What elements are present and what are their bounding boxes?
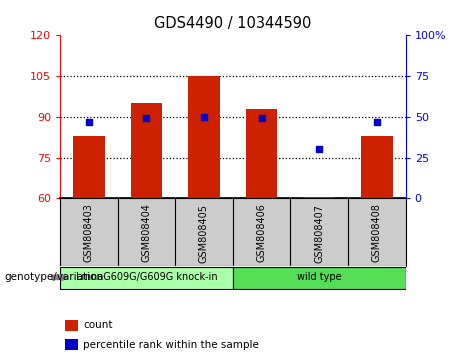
Point xyxy=(200,114,207,120)
Text: percentile rank within the sample: percentile rank within the sample xyxy=(83,340,259,350)
Bar xyxy=(188,76,220,198)
Bar xyxy=(73,136,105,198)
Text: GSM808407: GSM808407 xyxy=(314,204,324,263)
Text: GSM808406: GSM808406 xyxy=(257,204,266,263)
Point xyxy=(315,147,323,152)
Bar xyxy=(60,267,233,289)
Text: GSM808403: GSM808403 xyxy=(84,204,94,263)
Bar xyxy=(130,103,162,198)
Text: LmnaG609G/G609G knock-in: LmnaG609G/G609G knock-in xyxy=(76,272,217,282)
Text: wild type: wild type xyxy=(297,272,342,282)
Bar xyxy=(303,197,335,198)
Point xyxy=(258,116,266,121)
Text: GSM808404: GSM808404 xyxy=(142,204,151,263)
Bar xyxy=(233,267,406,289)
Text: count: count xyxy=(83,320,112,330)
Point xyxy=(373,119,381,125)
Text: GSM808405: GSM808405 xyxy=(199,204,209,263)
Title: GDS4490 / 10344590: GDS4490 / 10344590 xyxy=(154,16,312,32)
Point xyxy=(85,119,92,125)
Bar xyxy=(246,109,278,198)
FancyArrow shape xyxy=(52,274,67,281)
Text: genotype/variation: genotype/variation xyxy=(5,272,104,282)
Point xyxy=(142,116,150,121)
Text: GSM808408: GSM808408 xyxy=(372,204,382,263)
Bar xyxy=(361,136,393,198)
